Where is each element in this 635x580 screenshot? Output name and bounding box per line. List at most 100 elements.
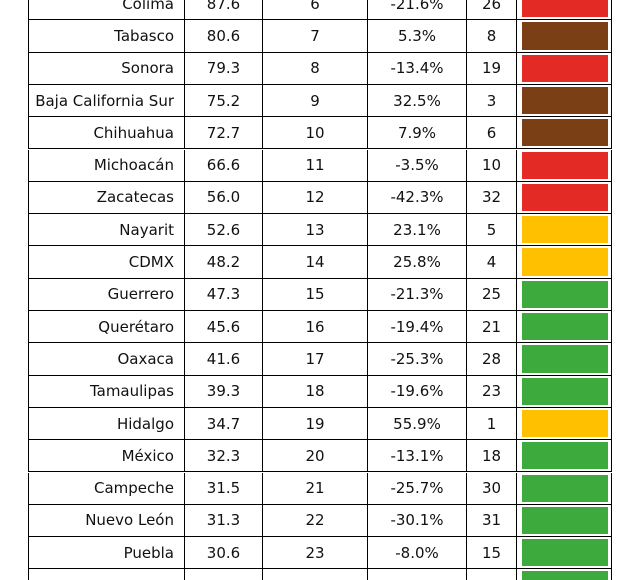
status-cell (516, 0, 612, 20)
status-color (522, 248, 608, 276)
value-cell: 41.6 (184, 343, 262, 375)
rank-cell: 21 (262, 472, 367, 504)
state-cell: Baja California Sur (28, 84, 184, 117)
change-cell: -13.4% (367, 52, 466, 84)
position-cell: 19 (466, 52, 516, 84)
value-cell: 72.7 (184, 117, 262, 149)
empty-cell (262, 569, 367, 580)
value-cell: 39.3 (184, 375, 262, 407)
position-cell: 1 (466, 407, 516, 440)
status-color (522, 86, 608, 115)
position-cell: 23 (466, 375, 516, 407)
position-cell: 30 (466, 472, 516, 504)
table-row: Sonora 79.3 8 -13.4% 19 (28, 52, 612, 85)
table-row: Guerrero 47.3 15 -21.3% 25 (28, 278, 612, 311)
status-cell (516, 375, 612, 407)
table-row: Querétaro 45.6 16 -19.4% 21 (28, 311, 612, 344)
state-cell: Puebla (28, 537, 184, 569)
change-cell: -30.1% (367, 504, 466, 537)
change-cell: 5.3% (367, 20, 466, 52)
change-cell: -19.4% (367, 311, 466, 343)
status-cell (516, 117, 612, 149)
status-color (522, 183, 608, 212)
status-cell (516, 504, 612, 537)
rank-cell: 19 (262, 407, 367, 440)
position-cell: 8 (466, 20, 516, 52)
state-cell: Michoacán (28, 149, 184, 181)
status-color (522, 313, 608, 341)
rank-cell: 11 (262, 149, 367, 181)
position-cell: 6 (466, 117, 516, 149)
empty-cell (184, 569, 262, 580)
table-row: Tabasco 80.6 7 5.3% 8 (28, 20, 612, 53)
change-cell: -21.3% (367, 278, 466, 310)
state-cell: Nuevo León (28, 504, 184, 537)
table-row (28, 569, 612, 580)
state-cell: Chihuahua (28, 117, 184, 149)
value-cell: 52.6 (184, 214, 262, 246)
rank-cell: 9 (262, 84, 367, 117)
table-row: Michoacán 66.6 11 -3.5% 10 (28, 149, 612, 182)
status-cell (516, 407, 612, 440)
table-row: Tamaulipas 39.3 18 -19.6% 23 (28, 375, 612, 408)
rank-cell: 7 (262, 20, 367, 52)
position-cell: 4 (466, 246, 516, 278)
change-cell: -3.5% (367, 149, 466, 181)
position-cell: 5 (466, 214, 516, 246)
rank-cell: 14 (262, 246, 367, 278)
status-cell (516, 84, 612, 117)
rank-cell: 13 (262, 214, 367, 246)
state-cell: Tamaulipas (28, 375, 184, 407)
empty-cell (28, 569, 184, 580)
state-cell: Tabasco (28, 20, 184, 52)
state-cell: Nayarit (28, 214, 184, 246)
rank-cell: 15 (262, 278, 367, 310)
state-cell: Guerrero (28, 278, 184, 310)
change-cell: -42.3% (367, 181, 466, 214)
value-cell: 45.6 (184, 311, 262, 343)
state-cell: Colima (28, 0, 184, 20)
status-color (522, 119, 608, 147)
status-color (522, 409, 608, 438)
change-cell: 55.9% (367, 407, 466, 440)
state-cell: Campeche (28, 472, 184, 504)
status-color (522, 571, 608, 580)
rank-cell: 23 (262, 537, 367, 569)
change-cell: -25.3% (367, 343, 466, 375)
table-row: CDMX 48.2 14 25.8% 4 (28, 246, 612, 279)
state-cell: CDMX (28, 246, 184, 278)
status-cell (516, 537, 612, 569)
status-cell (516, 472, 612, 504)
status-color (522, 151, 608, 179)
state-cell: Querétaro (28, 311, 184, 343)
value-cell: 48.2 (184, 246, 262, 278)
status-color (522, 377, 608, 405)
table-row: Nayarit 52.6 13 23.1% 5 (28, 214, 612, 247)
change-cell: 32.5% (367, 84, 466, 117)
value-cell: 87.6 (184, 0, 262, 20)
position-cell: 26 (466, 0, 516, 20)
status-color (522, 506, 608, 535)
status-color (522, 0, 608, 18)
position-cell: 25 (466, 278, 516, 310)
status-cell (516, 311, 612, 343)
position-cell: 10 (466, 149, 516, 181)
status-cell (516, 20, 612, 52)
table-row: Oaxaca 41.6 17 -25.3% 28 (28, 343, 612, 376)
change-cell: 23.1% (367, 214, 466, 246)
status-cell (516, 181, 612, 214)
value-cell: 31.3 (184, 504, 262, 537)
value-cell: 32.3 (184, 440, 262, 472)
position-cell: 18 (466, 440, 516, 472)
rank-cell: 12 (262, 181, 367, 214)
position-cell: 28 (466, 343, 516, 375)
rank-cell: 8 (262, 52, 367, 84)
state-cell: Sonora (28, 52, 184, 84)
value-cell: 34.7 (184, 407, 262, 440)
value-cell: 47.3 (184, 278, 262, 310)
position-cell: 32 (466, 181, 516, 214)
empty-cell (466, 569, 516, 580)
rank-cell: 6 (262, 0, 367, 20)
change-cell: -19.6% (367, 375, 466, 407)
